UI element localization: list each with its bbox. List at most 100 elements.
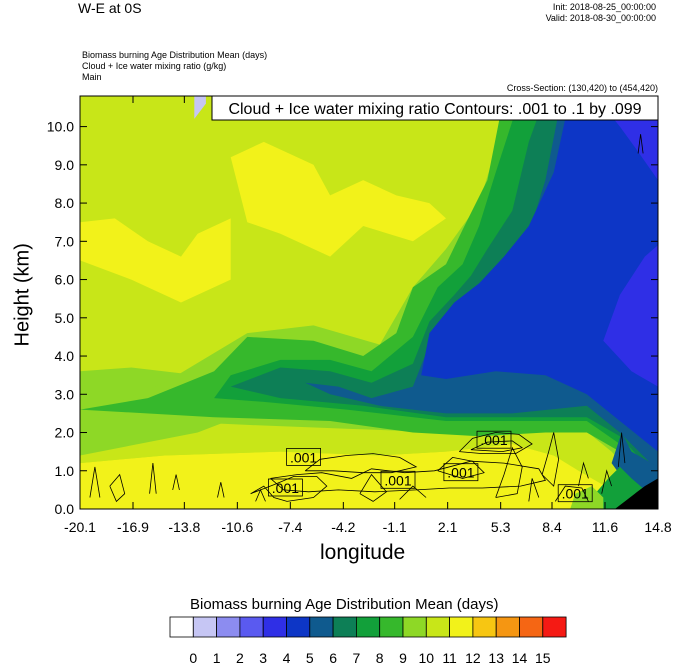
contour-label: .001 [267, 478, 303, 497]
cross-section-label: Cross-Section: (130,420) to (454,420) [506, 83, 658, 93]
x-tick-label: -10.6 [221, 519, 253, 535]
colorbar-label: 15 [535, 650, 551, 666]
contour-labels: .001 .001 .001 .001 .001 .001 [267, 430, 593, 503]
colorbar-swatch [286, 616, 311, 638]
cloud-contours [89, 134, 644, 503]
colorbar-swatch [495, 616, 520, 638]
contour-label-text: .001 [562, 486, 589, 502]
contour-label: .001 [443, 463, 479, 482]
contour-label: .001 [557, 484, 593, 503]
colorbar-swatch [379, 616, 404, 638]
x-tick-label: -4.2 [331, 519, 355, 535]
cloud-contour-line [359, 473, 387, 502]
y-tick-label: 6.0 [55, 272, 75, 288]
colorbar-swatch [542, 616, 567, 638]
colorbar-swatch [449, 616, 474, 638]
x-tick-label: 2.1 [438, 519, 458, 535]
valid-time: Valid: 2018-08-30_00:00:00 [545, 13, 656, 23]
cloud-contour-line [601, 469, 612, 494]
colorbar-label: 8 [376, 650, 384, 666]
colorbar-swatch [262, 616, 287, 638]
contour-info-box: Cloud + Ice water mixing ratio Contours:… [211, 95, 659, 121]
cloud-contour-line [470, 440, 524, 453]
field-level-12-top [230, 141, 446, 257]
y-tick-label: 4.0 [55, 348, 75, 364]
colorbar-swatch [355, 616, 381, 638]
cloud-contour-line [637, 134, 644, 154]
x-tick-label: -7.4 [278, 519, 302, 535]
contour-label: .001 [476, 430, 512, 449]
y-tick-label: 2.0 [55, 425, 75, 441]
x-tick-label: 14.8 [644, 519, 671, 535]
axis-ticks: -20.1 -16.9 -13.8 -10.6 -7.4 -4.2 -1.1 2.1 5.3 8.… [47, 96, 672, 535]
y-tick-label: 1.0 [55, 463, 75, 479]
colorbar-label: 10 [419, 650, 435, 666]
cloud-contour-line [172, 474, 180, 490]
y-tick-label: 5.0 [55, 310, 75, 326]
field-label-age: Biomass burning Age Distribution Mean (d… [82, 50, 268, 60]
contour-label: .001 [286, 447, 322, 466]
x-tick-label: -20.1 [64, 519, 96, 535]
cloud-contour-line [217, 482, 225, 498]
cloud-contour-line [399, 485, 427, 500]
y-tick-label: 3.0 [55, 386, 75, 402]
y-tick-label: 9.0 [55, 157, 75, 173]
cloud-contour-line [89, 466, 101, 498]
cloud-contour-line [578, 461, 589, 487]
field-level-11-low [80, 428, 571, 464]
colorbar-label: 7 [353, 650, 361, 666]
colorbar-label: 9 [399, 650, 407, 666]
colorbar-label: 14 [512, 650, 528, 666]
colorbar: 0 1 2 3 4 5 6 7 8 9 10 11 12 13 14 15 [169, 616, 567, 666]
field-level-4-mid [603, 245, 658, 387]
x-tick-label: 11.6 [592, 519, 618, 535]
field-level-1-patch [194, 96, 206, 119]
colorbar-label: 3 [259, 650, 267, 666]
x-tick-label: -1.1 [383, 519, 407, 535]
x-tick-label: 8.4 [542, 519, 562, 535]
y-tick-label: 7.0 [55, 233, 75, 249]
init-time: Init: 2018-08-25_00:00:00 [552, 2, 656, 12]
cloud-contour-line [541, 432, 560, 487]
x-tick-label: -13.8 [168, 519, 200, 535]
cloud-contour-line [528, 478, 540, 502]
contour-info-text: Cloud + Ice water mixing ratio Contours:… [228, 101, 641, 118]
cloud-contour-line [109, 473, 126, 503]
field-label-domain: Main [82, 72, 102, 82]
colorbar-swatch [425, 616, 450, 638]
cloud-contour-line [554, 485, 589, 502]
field-level-12-low [80, 444, 612, 509]
x-axis-label: longitude [320, 541, 406, 564]
cloud-contour-line [459, 432, 533, 455]
y-tick-label: 0.0 [55, 501, 75, 517]
y-axis-label: Height (km) [11, 243, 34, 347]
colorbar-label: 2 [236, 650, 244, 666]
colorbar-label: 4 [283, 650, 291, 666]
colorbar-label: 1 [213, 650, 221, 666]
colorbar-label: 0 [189, 650, 197, 666]
contour-label-text: .001 [290, 449, 317, 465]
contour-label: .001 [380, 470, 416, 489]
y-tick-label: 10.0 [47, 119, 74, 135]
colorbar-label: 13 [488, 650, 504, 666]
colorbar-swatch [519, 616, 544, 638]
colorbar-swatch [402, 616, 427, 638]
colorbar-swatch [192, 616, 218, 638]
colorbar-swatch [216, 616, 241, 638]
colorbar-swatch [169, 616, 194, 638]
colorbar-swatch [332, 616, 357, 638]
colorbar-label: 11 [442, 650, 457, 666]
field-level-12-left [80, 218, 231, 303]
cloud-contour-line [304, 453, 418, 474]
contour-label-text: .001 [272, 480, 299, 496]
field-level-5 [421, 96, 658, 452]
age-distribution-field [80, 96, 658, 509]
colorbar-label: 12 [465, 650, 481, 666]
colorbar-label: 6 [329, 650, 337, 666]
contour-label-text: .001 [384, 472, 411, 488]
field-label-cloud: Cloud + Ice water mixing ratio (g/kg) [82, 61, 227, 71]
terrain [614, 478, 658, 509]
contour-label-text: .001 [447, 465, 474, 481]
contour-label-text: .001 [480, 432, 507, 448]
